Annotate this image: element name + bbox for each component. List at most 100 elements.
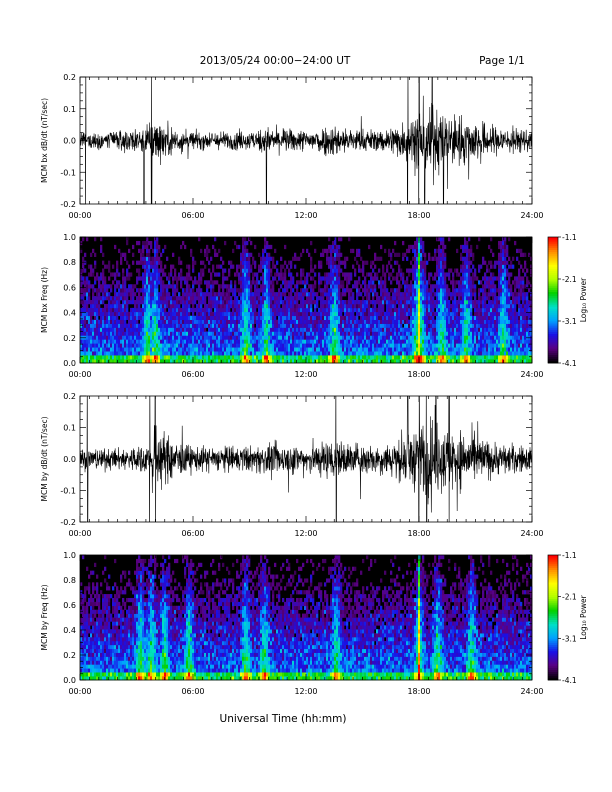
spectrogram-cell (390, 343, 393, 348)
spectrogram-cell (356, 311, 359, 317)
spectrogram-cell (452, 359, 455, 364)
spectrogram-cell (328, 300, 331, 305)
spectrogram-cell (418, 351, 421, 356)
spectrogram-cell (294, 351, 297, 356)
spectrogram-cell (284, 339, 287, 344)
spectrogram-cell (186, 307, 189, 313)
spectrogram-cell (102, 327, 105, 332)
spectrogram-cell (124, 303, 127, 309)
spectrogram-cell (418, 252, 421, 257)
spectrogram-cell (310, 311, 313, 317)
spectrogram-cell (370, 335, 373, 340)
spectrogram-cell (236, 335, 239, 340)
spectrogram-cell (278, 347, 281, 352)
spectrogram-cell (88, 347, 91, 352)
spectrogram-cell (280, 323, 283, 328)
spectrogram-cell (254, 359, 257, 364)
spectrogram-cell (366, 339, 369, 344)
spectrogram-cell (108, 319, 111, 324)
spectrogram-cell (462, 343, 465, 348)
spectrogram-cell (418, 303, 421, 309)
spectrogram-cell (116, 284, 119, 289)
spectrogram-cell (374, 335, 377, 340)
spectrogram-cell (130, 335, 133, 340)
spectrogram-cell (198, 280, 201, 285)
spectrogram-cell (196, 339, 199, 344)
spectrogram-cell (354, 303, 357, 309)
spectrogram-cell (394, 343, 397, 348)
spectrogram-cell (148, 315, 151, 320)
spectrogram-cell (248, 264, 251, 269)
spectrogram-cell (266, 296, 269, 301)
spectrogram-cell (210, 296, 213, 301)
spectrogram-cell (132, 244, 135, 250)
spectrogram-cell (480, 315, 483, 320)
spectrogram-cell (480, 335, 483, 340)
spectrogram-cell (398, 343, 401, 348)
spectrogram-cell (436, 335, 439, 340)
spectrogram-cell (464, 296, 467, 301)
spectrogram-cell (88, 307, 91, 313)
spectrogram-cell (356, 351, 359, 356)
spectrogram-cell (370, 347, 373, 352)
spectrogram-cell (352, 307, 355, 313)
spectrogram-cell (474, 303, 477, 309)
spectrogram-cell (246, 300, 249, 305)
spectrogram-cell (412, 296, 415, 301)
spectrogram-cell (110, 315, 113, 320)
spectrogram-cell (142, 248, 145, 254)
spectrogram-cell (102, 284, 105, 289)
spectrogram-cell (390, 252, 393, 257)
spectrogram-cell (206, 335, 209, 340)
spectrogram-cell (308, 315, 311, 320)
spectrogram-cell (266, 268, 269, 273)
spectrogram-cell (198, 303, 201, 309)
spectrogram-cell (276, 311, 279, 317)
spectrogram-cell (268, 355, 271, 360)
spectrogram-cell (202, 315, 205, 320)
spectrogram-cell (168, 359, 171, 364)
spectrogram-cell (480, 347, 483, 352)
spectrogram-cell (464, 276, 467, 281)
spectrogram-cell (80, 288, 83, 293)
spectrogram-cell (406, 284, 409, 289)
spectrogram-cell (376, 256, 379, 261)
spectrogram-cell (396, 359, 399, 364)
spectrogram-cell (320, 347, 323, 352)
spectrogram-cell (306, 339, 309, 344)
spectrogram-cell (420, 339, 423, 344)
spectrogram-cell (412, 351, 415, 356)
spectrogram-cell (136, 268, 139, 273)
spectrogram-cell (84, 280, 87, 285)
spectrogram-cell (310, 327, 313, 332)
spectrogram-cell (470, 288, 473, 293)
spectrogram-cell (478, 347, 481, 352)
spectrogram-cell (408, 303, 411, 309)
spectrogram-cell (344, 351, 347, 356)
spectrogram-cell (266, 256, 269, 261)
spectrogram-cell (318, 319, 321, 324)
spectrogram-cell (254, 272, 257, 277)
spectrogram-cell (322, 303, 325, 309)
spectrogram-cell (86, 331, 89, 336)
spectrogram-cell (166, 319, 169, 324)
spectrogram-cell (174, 300, 177, 305)
spectrogram-cell (428, 307, 431, 313)
spectrogram-cell (352, 323, 355, 328)
spectrogram-cell (124, 347, 127, 352)
spectrogram-cell (478, 359, 481, 364)
spectrogram-cell (372, 335, 375, 340)
spectrogram-cell (470, 284, 473, 289)
spectrogram-cell (108, 311, 111, 317)
spectrogram-cell (126, 343, 129, 348)
spectrogram-cell (430, 284, 433, 289)
spectrogram-cell (372, 307, 375, 313)
spectrogram-cell (316, 315, 319, 320)
spectrogram-cell (104, 280, 107, 285)
spectrogram-cell (462, 268, 465, 273)
spectrogram-cell (328, 327, 331, 332)
spectrogram-cell (420, 307, 423, 313)
spectrogram-cell (164, 331, 167, 336)
spectrogram-cell (410, 331, 413, 336)
spectrogram-cell (262, 292, 265, 297)
